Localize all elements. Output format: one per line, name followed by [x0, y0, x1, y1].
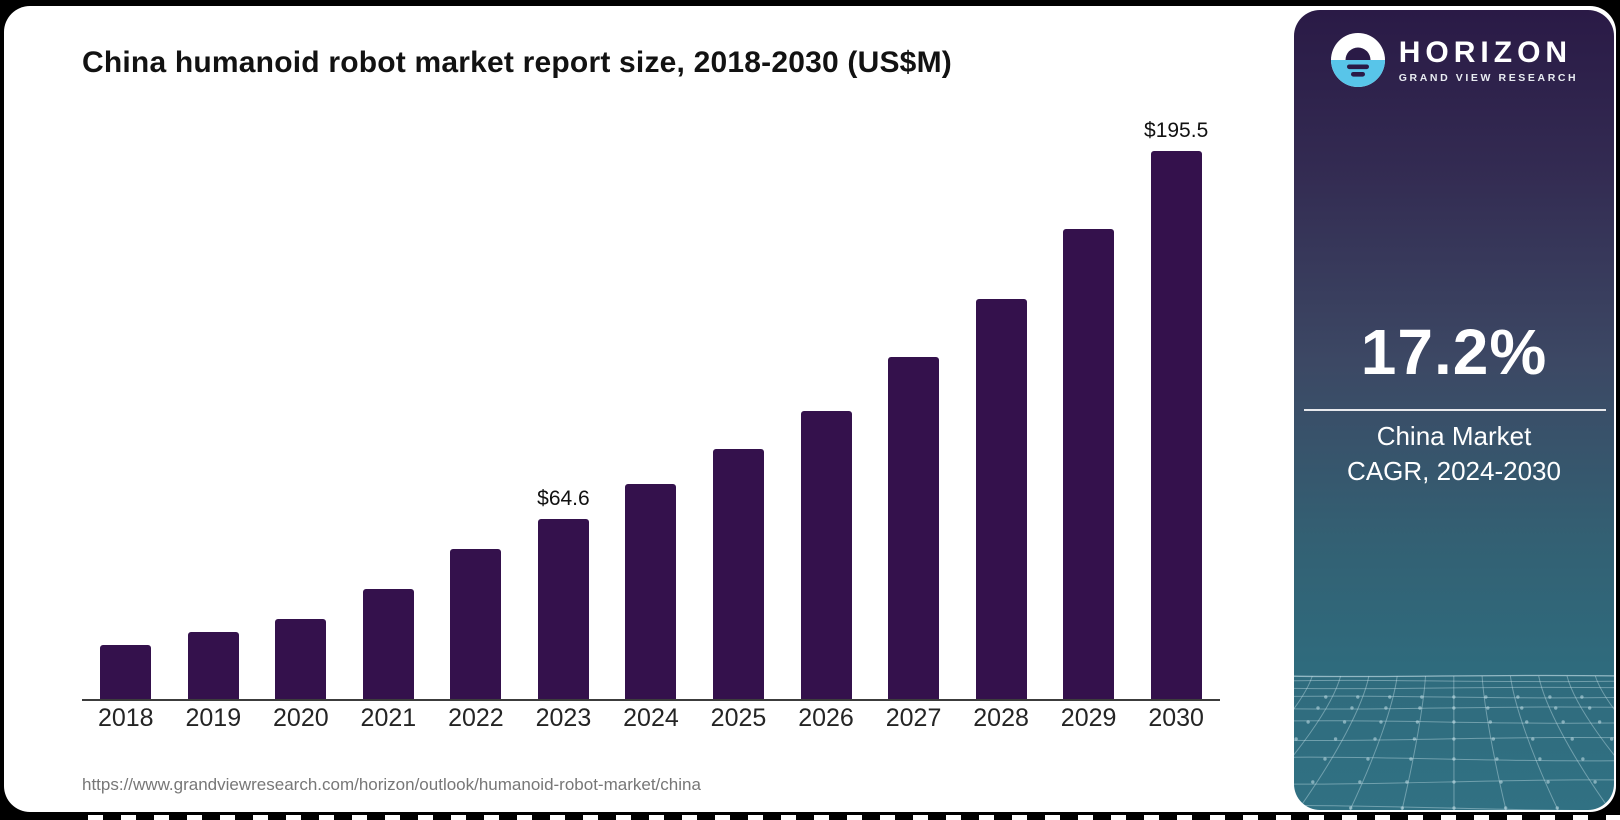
x-axis-label-2025: 2025 [710, 704, 767, 732]
bar-slot-2019 [170, 151, 258, 700]
wireframe-mesh [1294, 674, 1614, 810]
bar-slot-2030: $195.5 [1132, 119, 1220, 700]
cagr-caption-line2: CAGR, 2024-2030 [1347, 456, 1561, 486]
bar-slot-2027 [870, 151, 958, 700]
bottom-dashes [88, 815, 1620, 820]
bar-slot-2029 [1045, 151, 1133, 700]
bar-slot-2021 [345, 151, 433, 700]
bar-slot-2023: $64.6 [520, 151, 608, 700]
bar-2019 [187, 632, 239, 700]
x-axis-label-2026: 2026 [798, 704, 854, 732]
x-axis-label-2018: 2018 [97, 704, 154, 732]
x-axis-line [82, 699, 1220, 701]
page-title: China humanoid robot market report size,… [82, 46, 952, 79]
bar-2028 [975, 299, 1027, 700]
bar-2022 [450, 549, 502, 700]
bar-2023 [537, 519, 589, 700]
x-axis-labels: 2018 2019 2020 2021 2022 2023 2024 2025 2026 2027… [82, 704, 1220, 733]
bar-2026 [800, 411, 852, 700]
bar-2029 [1063, 229, 1115, 700]
cagr-caption: China Market CAGR, 2024-2030 [1294, 419, 1614, 489]
divider-line [1304, 409, 1606, 411]
bar-slot-2018 [82, 151, 170, 700]
bar-2027 [888, 357, 940, 700]
bar-slot-2026 [782, 151, 870, 700]
x-axis-label-2029: 2029 [1060, 704, 1117, 732]
cagr-value: 17.2% [1360, 316, 1548, 388]
bar-slot-2024 [607, 151, 695, 700]
x-axis-label-2024: 2024 [623, 704, 679, 732]
bar-slot-2022 [432, 151, 520, 700]
x-axis-label-2020: 2020 [273, 704, 329, 732]
x-axis-label-2022: 2022 [448, 704, 504, 732]
cagr-caption-line1: China Market [1376, 421, 1532, 451]
brand-text: HORIZON GRAND VIEW RESEARCH [1398, 35, 1579, 84]
source-url: https://www.grandviewresearch.com/horizo… [82, 775, 701, 794]
bar-value-label-2023: $64.6 [537, 487, 590, 510]
plot-area: $64.6 $195.5 [82, 119, 1220, 700]
horizon-sun-logo-icon [1330, 33, 1385, 87]
bar-2025 [712, 449, 764, 700]
x-axis-label-2028: 2028 [973, 704, 1029, 732]
bar-slot-2028 [957, 151, 1045, 700]
x-axis-label-2030: 2030 [1148, 704, 1204, 732]
bar-slot-2020 [257, 151, 345, 700]
bar-value-label-2030: $195.5 [1144, 119, 1209, 142]
bar-2030 [1150, 151, 1202, 700]
x-axis-label-2019: 2019 [185, 704, 242, 732]
bar-slot-2025 [695, 151, 783, 700]
bar-2020 [275, 619, 327, 700]
brand-name: HORIZON [1398, 35, 1573, 69]
sidebar: HORIZON GRAND VIEW RESEARCH 17.2% China … [1294, 10, 1614, 810]
bar-2024 [625, 484, 677, 700]
x-axis-label-2023: 2023 [535, 704, 592, 732]
bar-2018 [100, 645, 152, 700]
x-axis-label-2027: 2027 [885, 704, 942, 732]
x-axis-label-2021: 2021 [360, 704, 417, 732]
bar-2021 [362, 589, 414, 700]
brand-subtitle: GRAND VIEW RESEARCH [1398, 71, 1579, 84]
brand-logo-row: HORIZON GRAND VIEW RESEARCH [1294, 32, 1614, 88]
